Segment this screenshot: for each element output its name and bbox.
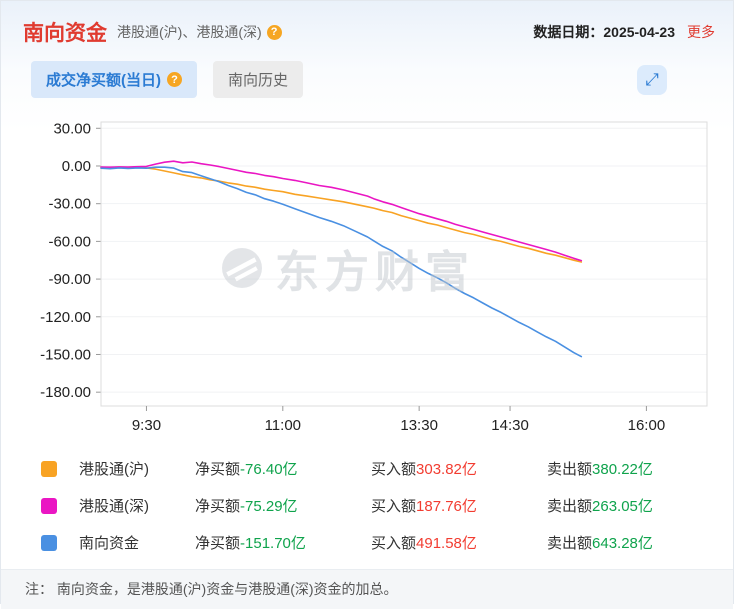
legend-series-name: 港股通(深) bbox=[79, 498, 149, 515]
chart-svg: 30.00 0.00 -30.00 -60.00 -90.00 -120.00 -150.0… bbox=[40, 120, 708, 434]
page-title: 南向资金 bbox=[23, 22, 107, 45]
svg-text:14:30: 14:30 bbox=[491, 417, 529, 434]
sell-label: 卖出额 bbox=[547, 498, 593, 515]
buy-value: 303.82亿 bbox=[416, 461, 477, 478]
expand-button[interactable]: ⤢ bbox=[637, 64, 667, 95]
data-date-value: 2025-04-23 bbox=[603, 24, 675, 40]
svg-text:-120.00: -120.00 bbox=[40, 309, 91, 326]
svg-text:13:30: 13:30 bbox=[400, 417, 438, 434]
svg-text:-90.00: -90.00 bbox=[48, 271, 91, 288]
tab-label: 成交净买额(当日) bbox=[46, 72, 161, 89]
svg-text:-30.00: -30.00 bbox=[48, 196, 91, 213]
buy-cell: 买入额 187.76亿 bbox=[371, 495, 547, 516]
tab-net-buy-today[interactable]: 成交净买额(当日) ? bbox=[31, 61, 197, 98]
net-buy-cell: 净买额 -75.29亿 bbox=[195, 495, 371, 516]
buy-cell: 买入额 303.82亿 bbox=[371, 458, 547, 479]
net-buy-label: 净买额 bbox=[195, 461, 241, 478]
legend-color-swatch bbox=[41, 497, 57, 514]
footnote: 注： 南向资金，是港股通(沪)资金与港股通(深)资金的加总。 bbox=[1, 569, 733, 609]
tab-southbound-history[interactable]: 南向历史 bbox=[213, 61, 304, 98]
data-date-label: 数据日期： bbox=[533, 24, 604, 40]
sell-cell: 卖出额 643.28亿 bbox=[547, 532, 723, 553]
buy-cell: 买入额 491.58亿 bbox=[371, 532, 547, 553]
svg-text:-150.00: -150.00 bbox=[40, 346, 91, 363]
svg-text:11:00: 11:00 bbox=[265, 417, 301, 434]
legend: 港股通(沪) 净买额 -76.40亿 买入额 303.82亿 卖出额 380.22亿 … bbox=[1, 442, 733, 561]
legend-series-name: 南向资金 bbox=[79, 535, 140, 552]
buy-label: 买入额 bbox=[371, 535, 417, 552]
sell-value: 380.22亿 bbox=[592, 461, 653, 478]
net-buy-value: -151.70亿 bbox=[240, 535, 306, 552]
legend-color-swatch bbox=[41, 534, 57, 551]
svg-text:0.00: 0.00 bbox=[62, 158, 91, 175]
legend-row: 港股通(沪) 净买额 -76.40亿 买入额 303.82亿 卖出额 380.22亿 bbox=[41, 450, 733, 487]
buy-label: 买入额 bbox=[371, 498, 417, 515]
tab-label: 南向历史 bbox=[228, 72, 289, 89]
svg-text:9:30: 9:30 bbox=[132, 417, 161, 434]
more-link[interactable]: 更多 bbox=[687, 24, 715, 40]
net-buy-value: -75.29亿 bbox=[240, 498, 298, 515]
legend-row: 港股通(深) 净买额 -75.29亿 买入额 187.76亿 卖出额 263.05亿 bbox=[41, 487, 733, 524]
buy-value: 491.58亿 bbox=[416, 535, 477, 552]
sell-value: 643.28亿 bbox=[592, 535, 653, 552]
legend-row: 南向资金 净买额 -151.70亿 买入额 491.58亿 卖出额 643.28亿 bbox=[41, 524, 733, 561]
help-icon[interactable]: ? bbox=[167, 72, 182, 87]
net-buy-label: 净买额 bbox=[195, 535, 241, 552]
svg-text:-60.00: -60.00 bbox=[48, 233, 91, 250]
legend-series-name: 港股通(沪) bbox=[79, 461, 149, 478]
net-buy-cell: 净买额 -151.70亿 bbox=[195, 532, 371, 553]
svg-text:16:00: 16:00 bbox=[628, 417, 666, 434]
net-buy-cell: 净买额 -76.40亿 bbox=[195, 458, 371, 479]
sell-value: 263.05亿 bbox=[592, 498, 653, 515]
net-buy-label: 净买额 bbox=[195, 498, 241, 515]
legend-color-swatch bbox=[41, 460, 57, 477]
tab-bar: 成交净买额(当日) ? 南向历史 ⤢ bbox=[31, 61, 733, 98]
net-buy-value: -76.40亿 bbox=[240, 461, 298, 478]
chart-area[interactable]: 30.00 0.00 -30.00 -60.00 -90.00 -120.00 -150.0… bbox=[13, 110, 723, 442]
header: 南向资金 港股通(沪)、港股通(深) ? 数据日期： 2025-04-23 更多 bbox=[1, 1, 733, 47]
page-subtitle: 港股通(沪)、港股通(深) bbox=[117, 24, 262, 40]
expand-icon: ⤢ bbox=[645, 69, 659, 89]
sell-cell: 卖出额 380.22亿 bbox=[547, 458, 723, 479]
sell-label: 卖出额 bbox=[547, 461, 593, 478]
buy-label: 买入额 bbox=[371, 461, 417, 478]
header-right: 数据日期： 2025-04-23 更多 bbox=[533, 22, 715, 42]
sell-label: 卖出额 bbox=[547, 535, 593, 552]
sell-cell: 卖出额 263.05亿 bbox=[547, 495, 723, 516]
svg-text:-180.00: -180.00 bbox=[40, 384, 91, 401]
svg-text:30.00: 30.00 bbox=[53, 120, 91, 137]
buy-value: 187.76亿 bbox=[416, 498, 477, 515]
help-icon[interactable]: ? bbox=[266, 24, 282, 40]
